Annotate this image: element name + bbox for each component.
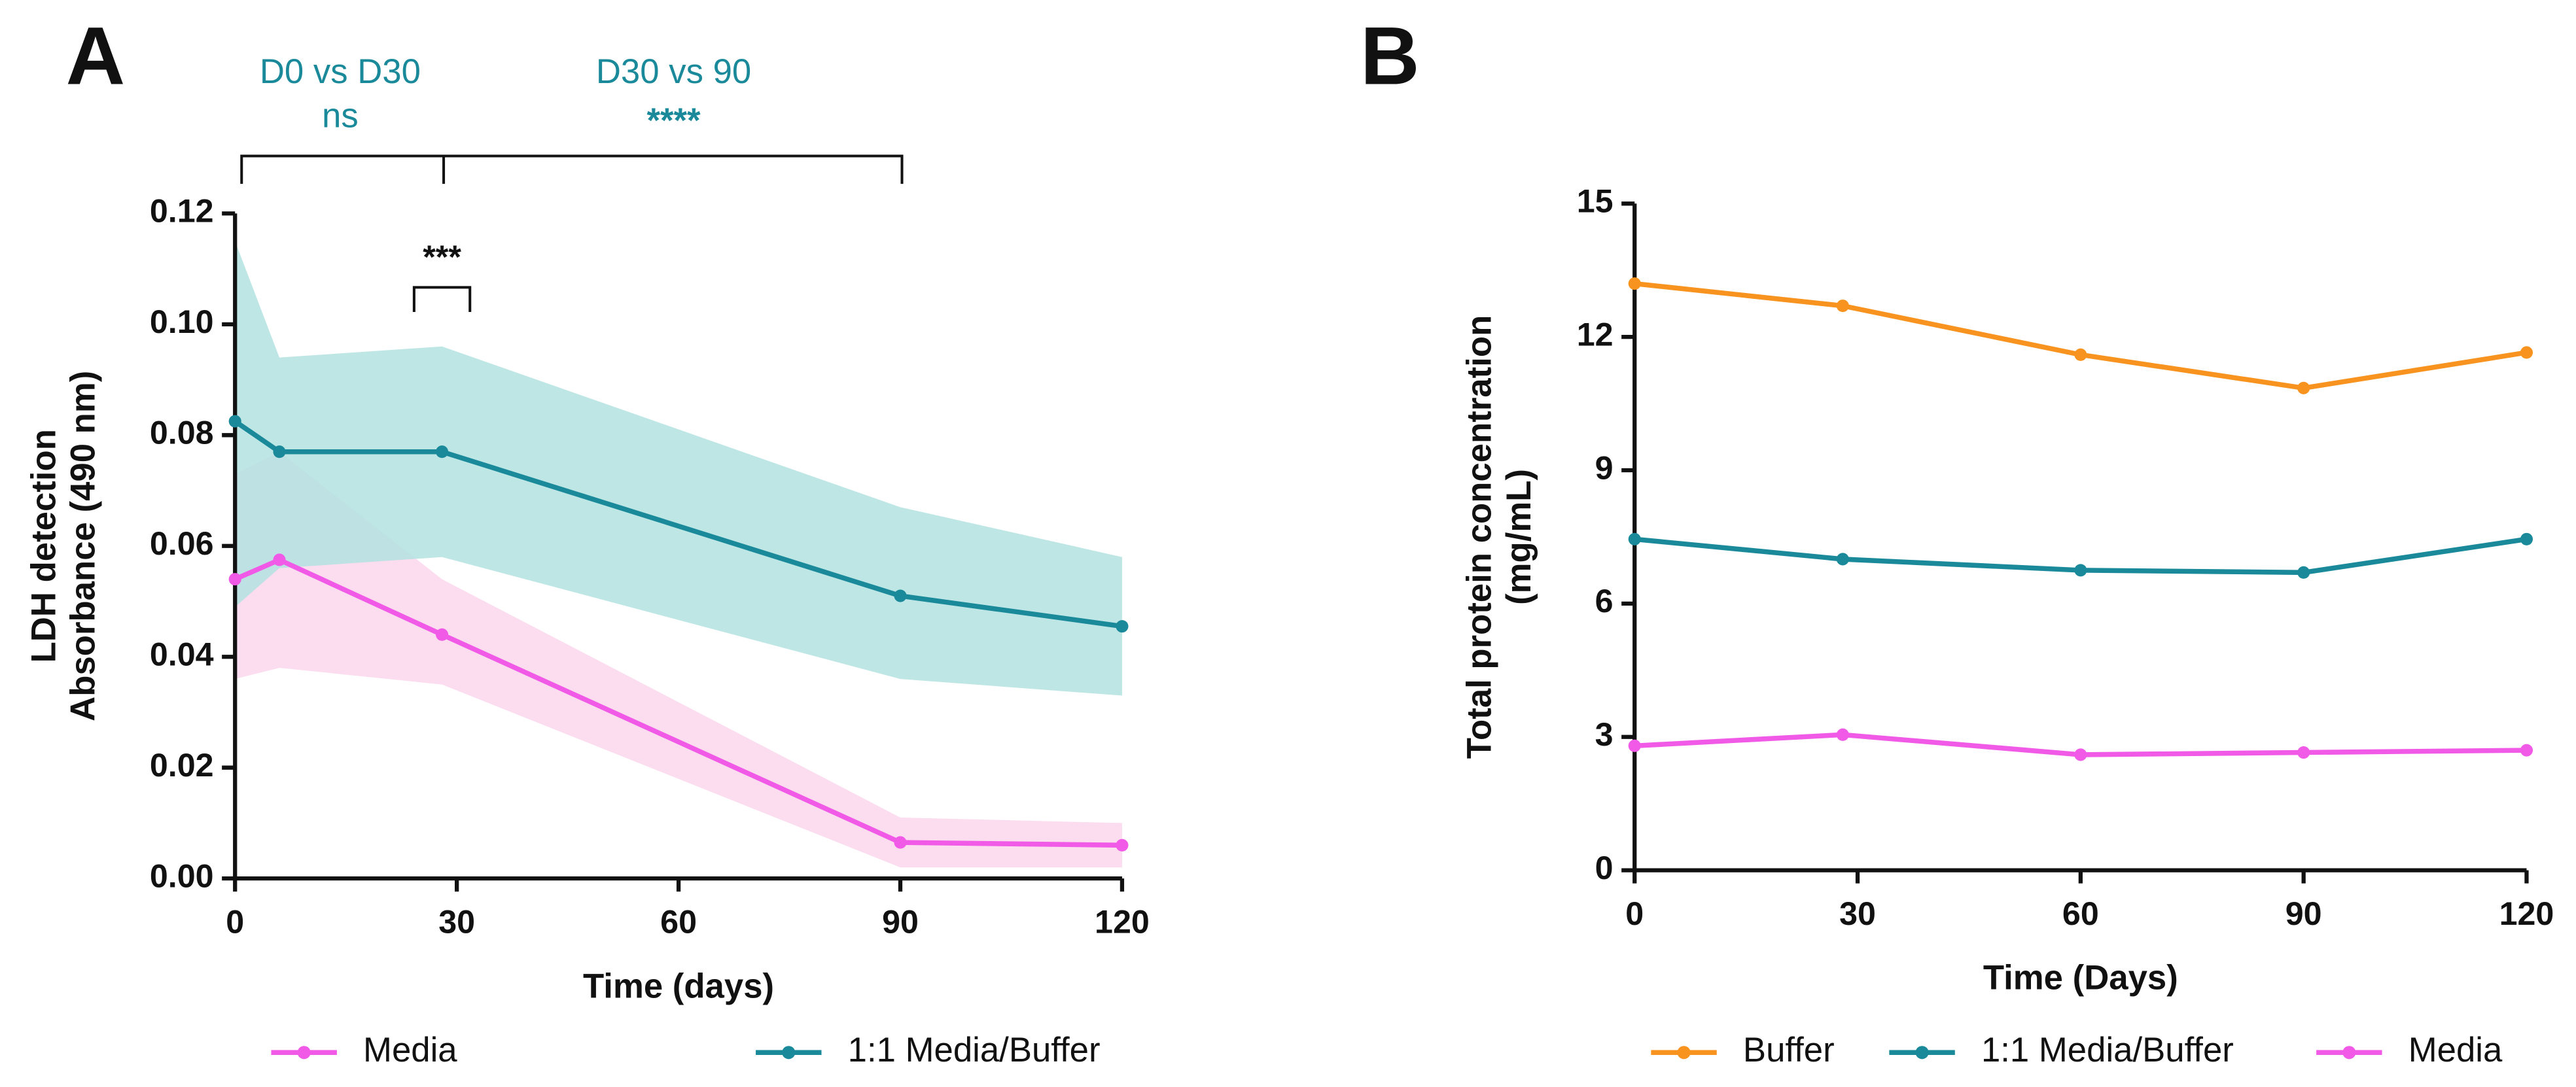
data-point — [1836, 728, 1849, 741]
data-point — [273, 553, 286, 566]
x-tick-label: 30 — [1839, 895, 1876, 932]
y-tick-label: 0.06 — [150, 525, 214, 562]
y-axis-title: LDH detection — [24, 429, 63, 663]
y-tick-label: 3 — [1595, 716, 1614, 753]
annotation: *** — [423, 239, 461, 275]
data-point — [1836, 553, 1849, 566]
legend-label: Media — [2408, 1031, 2503, 1069]
legend-marker — [297, 1046, 311, 1060]
y-tick-label: 0.02 — [150, 747, 214, 784]
legend-marker — [1677, 1046, 1691, 1060]
legend-marker — [782, 1046, 796, 1060]
brackets — [240, 154, 904, 313]
x-tick-label: 0 — [1625, 895, 1644, 932]
annotation: D30 vs 90 — [596, 52, 751, 91]
legend-label: 1:1 Media/Buffer — [848, 1031, 1101, 1069]
annotation: **** — [647, 101, 701, 140]
x-tick-label: 60 — [2062, 895, 2099, 932]
data-point — [2297, 566, 2310, 579]
data-point — [2520, 346, 2533, 359]
y-tick-label: 15 — [1577, 183, 1614, 220]
data-point — [1628, 739, 1641, 752]
data-point — [273, 445, 286, 458]
x-tick-label: 120 — [1095, 904, 1150, 940]
x-tick-label: 30 — [438, 904, 475, 940]
data-point — [2297, 381, 2310, 394]
y-tick-label: 0.08 — [150, 415, 214, 451]
y-tick-label: 0.12 — [150, 193, 214, 230]
data-point — [1628, 532, 1641, 545]
data-point — [2520, 744, 2533, 757]
y-axis-title: Absorbance (490 nm) — [64, 371, 103, 721]
error-band — [235, 241, 1122, 696]
legend-marker — [1915, 1046, 1929, 1060]
x-tick-label: 90 — [882, 904, 919, 940]
y-axis-title: Total protein concentration — [1460, 315, 1499, 759]
y-tick-label: 6 — [1595, 583, 1614, 619]
data-point — [228, 415, 241, 428]
data-point — [2520, 532, 2533, 545]
y-tick-label: 0.04 — [150, 636, 214, 672]
y-tick-label: 0.10 — [150, 303, 214, 340]
x-axis-title: Time (days) — [583, 967, 774, 1005]
data-point — [436, 445, 449, 458]
y-axis-title: (mg/mL) — [1500, 469, 1538, 605]
x-tick-label: 0 — [226, 904, 244, 940]
y-tick-label: 9 — [1595, 449, 1614, 486]
bracket — [412, 286, 472, 313]
legend-label: Buffer — [1743, 1031, 1835, 1069]
data-point — [228, 573, 241, 586]
data-point — [2074, 748, 2087, 761]
legend-marker — [2342, 1046, 2356, 1060]
data-point — [1116, 838, 1129, 852]
y-tick-label: 12 — [1577, 316, 1614, 353]
legend-label: Media — [363, 1031, 457, 1069]
data-point — [894, 589, 907, 602]
x-tick-label: 90 — [2285, 895, 2322, 932]
y-tick-label: 0.00 — [150, 857, 214, 894]
data-point — [1836, 300, 1849, 313]
panel-label: A — [66, 10, 126, 102]
x-tick-label: 60 — [660, 904, 697, 940]
annotation: ns — [322, 97, 359, 135]
x-tick-label: 120 — [2499, 895, 2554, 932]
data-point — [436, 628, 449, 641]
data-point — [1116, 620, 1129, 633]
data-point — [2297, 746, 2310, 759]
series-line — [1634, 281, 2528, 391]
panel-label: B — [1360, 10, 1420, 102]
annotation: D0 vs D30 — [260, 52, 421, 91]
legend-label: 1:1 Media/Buffer — [1981, 1031, 2234, 1069]
data-point — [1628, 277, 1641, 290]
y-tick-label: 0 — [1595, 850, 1614, 886]
data-point — [894, 836, 907, 849]
data-point — [2074, 564, 2087, 577]
data-point — [2074, 348, 2087, 361]
bracket — [240, 154, 904, 184]
x-axis-title: Time (Days) — [1983, 959, 2178, 997]
